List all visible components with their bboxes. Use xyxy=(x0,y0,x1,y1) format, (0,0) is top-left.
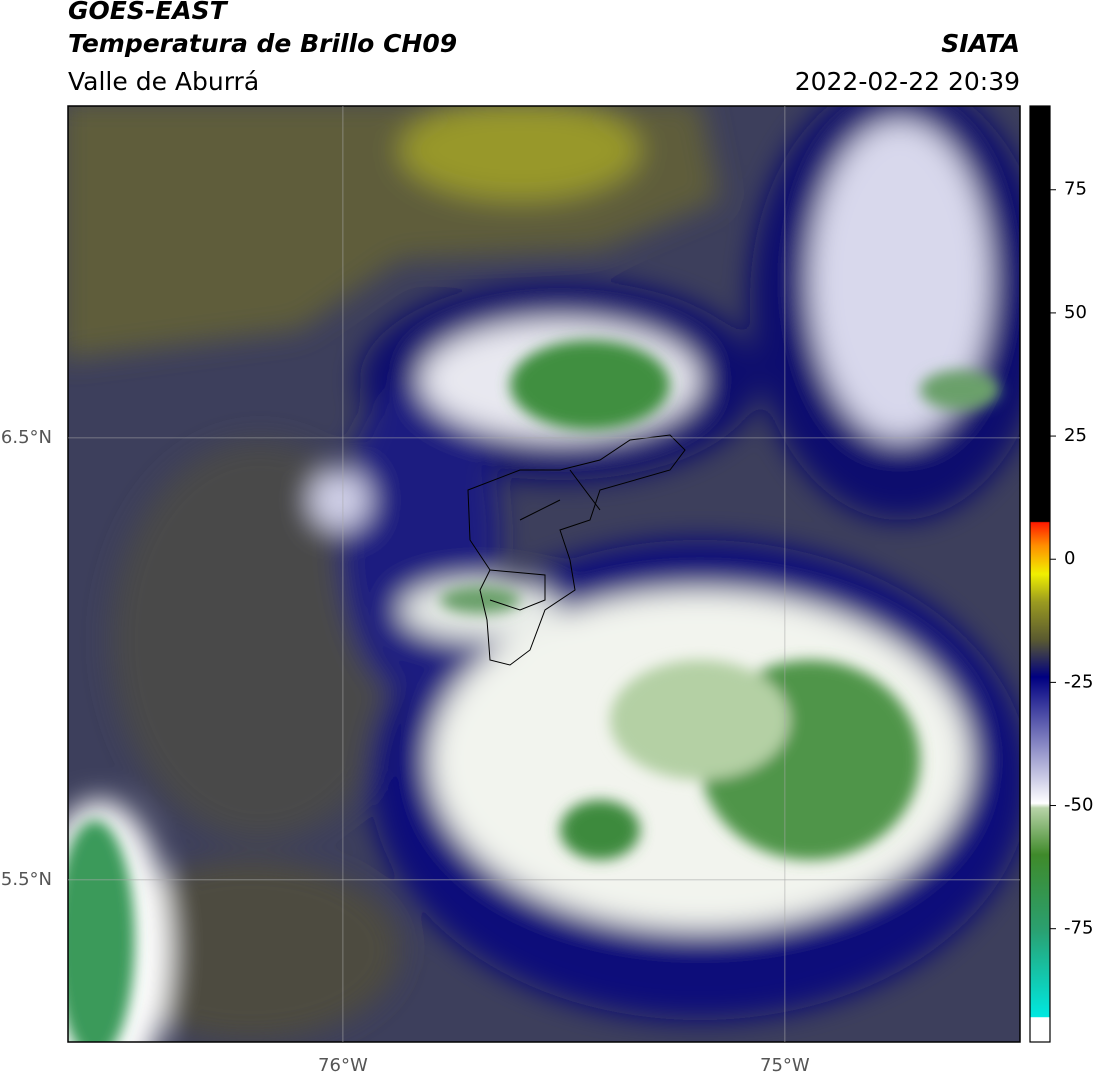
valley-outline xyxy=(467,434,686,666)
lon-label: 76°W xyxy=(318,1055,368,1076)
map-frame xyxy=(67,105,1021,1043)
colorbar xyxy=(1029,105,1051,1043)
source: SIATA xyxy=(941,29,1020,58)
satellite-image xyxy=(68,106,1020,1042)
title: GOES-EAST xyxy=(68,0,229,25)
colorbar-label: -25 xyxy=(1064,671,1093,692)
colorbar-label: -50 xyxy=(1064,795,1093,816)
colorbar-label: 75 xyxy=(1064,179,1087,200)
colorbar-label: 50 xyxy=(1064,302,1087,323)
lat-label: 5.5°N xyxy=(1,869,52,890)
datetime: 2022-02-22 20:39 xyxy=(795,67,1020,96)
colorbar-label: -75 xyxy=(1064,918,1093,939)
subtitle: Temperatura de Brillo CH09 xyxy=(68,29,457,58)
lon-label: 75°W xyxy=(760,1055,810,1076)
region: Valle de Aburrá xyxy=(68,67,259,96)
colorbar-label: 25 xyxy=(1064,425,1087,446)
colorbar-label: 0 xyxy=(1064,548,1075,569)
lat-label: 6.5°N xyxy=(1,427,52,448)
